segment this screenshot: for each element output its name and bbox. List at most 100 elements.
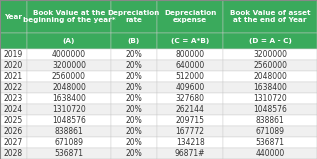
- Bar: [0, 33, 27, 49]
- Text: 20%: 20%: [126, 127, 142, 136]
- Text: 2022: 2022: [4, 83, 23, 92]
- Bar: [111, 93, 157, 104]
- Bar: [27, 137, 111, 148]
- Text: 327680: 327680: [176, 94, 205, 103]
- Text: 2023: 2023: [4, 94, 23, 103]
- Bar: [157, 0, 223, 33]
- Text: 2560000: 2560000: [253, 61, 287, 70]
- Bar: [157, 82, 223, 93]
- Text: 2027: 2027: [4, 138, 23, 147]
- Bar: [223, 60, 317, 71]
- Bar: [111, 49, 157, 60]
- Text: (A): (A): [63, 38, 75, 44]
- Bar: [157, 60, 223, 71]
- Text: 1048576: 1048576: [52, 116, 86, 125]
- Bar: [223, 82, 317, 93]
- Bar: [0, 126, 27, 137]
- Text: 536871: 536871: [256, 138, 285, 147]
- Bar: [223, 137, 317, 148]
- Bar: [111, 33, 157, 49]
- Bar: [223, 126, 317, 137]
- Text: 209715: 209715: [176, 116, 205, 125]
- Text: Depreciation
expense: Depreciation expense: [164, 10, 217, 23]
- Bar: [27, 33, 111, 49]
- Text: 20%: 20%: [126, 72, 142, 81]
- Text: 1048576: 1048576: [253, 105, 287, 114]
- Text: 20%: 20%: [126, 149, 142, 158]
- Bar: [223, 104, 317, 115]
- Bar: [111, 71, 157, 82]
- Bar: [27, 115, 111, 126]
- Bar: [157, 33, 223, 49]
- Text: 2019: 2019: [4, 50, 23, 59]
- Bar: [27, 0, 111, 33]
- Text: 20%: 20%: [126, 138, 142, 147]
- Text: 2048000: 2048000: [52, 83, 86, 92]
- Bar: [27, 71, 111, 82]
- Text: 167772: 167772: [176, 127, 205, 136]
- Bar: [111, 115, 157, 126]
- Text: 671089: 671089: [256, 127, 285, 136]
- Text: 838861: 838861: [55, 127, 83, 136]
- Text: 20%: 20%: [126, 50, 142, 59]
- Text: 20%: 20%: [126, 94, 142, 103]
- Bar: [223, 33, 317, 49]
- Text: Depreciation
rate: Depreciation rate: [108, 10, 160, 23]
- Text: 800000: 800000: [176, 50, 205, 59]
- Text: 1638400: 1638400: [52, 94, 86, 103]
- Text: 640000: 640000: [176, 61, 205, 70]
- Text: 20%: 20%: [126, 116, 142, 125]
- Text: 1310720: 1310720: [253, 94, 287, 103]
- Text: 536871: 536871: [55, 149, 83, 158]
- Text: 838861: 838861: [256, 116, 285, 125]
- Bar: [0, 115, 27, 126]
- Text: 262144: 262144: [176, 105, 205, 114]
- Bar: [223, 49, 317, 60]
- Bar: [157, 93, 223, 104]
- Text: Book Value of asset
at the end of Year: Book Value of asset at the end of Year: [230, 10, 310, 23]
- Text: 1310720: 1310720: [52, 105, 86, 114]
- Text: 2025: 2025: [4, 116, 23, 125]
- Bar: [0, 82, 27, 93]
- Text: (C = A*B): (C = A*B): [171, 38, 209, 44]
- Text: 20%: 20%: [126, 61, 142, 70]
- Text: 1638400: 1638400: [253, 83, 287, 92]
- Bar: [223, 93, 317, 104]
- Bar: [0, 137, 27, 148]
- Text: 2048000: 2048000: [253, 72, 287, 81]
- Bar: [157, 71, 223, 82]
- Bar: [223, 71, 317, 82]
- Text: (B): (B): [128, 38, 140, 44]
- Bar: [0, 93, 27, 104]
- Bar: [27, 82, 111, 93]
- Text: 3200000: 3200000: [52, 61, 86, 70]
- Bar: [0, 71, 27, 82]
- Text: 409600: 409600: [176, 83, 205, 92]
- Text: 20%: 20%: [126, 83, 142, 92]
- Bar: [0, 0, 27, 33]
- Text: 2024: 2024: [4, 105, 23, 114]
- Text: 2560000: 2560000: [52, 72, 86, 81]
- Text: 20%: 20%: [126, 105, 142, 114]
- Text: 440000: 440000: [256, 149, 285, 158]
- Text: (D = A - C): (D = A - C): [249, 38, 292, 44]
- Bar: [27, 148, 111, 159]
- Bar: [223, 0, 317, 33]
- Bar: [223, 148, 317, 159]
- Bar: [157, 49, 223, 60]
- Bar: [0, 148, 27, 159]
- Bar: [0, 49, 27, 60]
- Bar: [0, 60, 27, 71]
- Text: 3200000: 3200000: [253, 50, 287, 59]
- Bar: [157, 126, 223, 137]
- Bar: [157, 115, 223, 126]
- Bar: [0, 104, 27, 115]
- Bar: [111, 82, 157, 93]
- Text: Year: Year: [4, 14, 23, 20]
- Bar: [111, 104, 157, 115]
- Bar: [111, 126, 157, 137]
- Text: Book Value at the
beginning of the year*: Book Value at the beginning of the year*: [23, 10, 115, 23]
- Text: 671089: 671089: [55, 138, 83, 147]
- Bar: [157, 148, 223, 159]
- Text: 2026: 2026: [4, 127, 23, 136]
